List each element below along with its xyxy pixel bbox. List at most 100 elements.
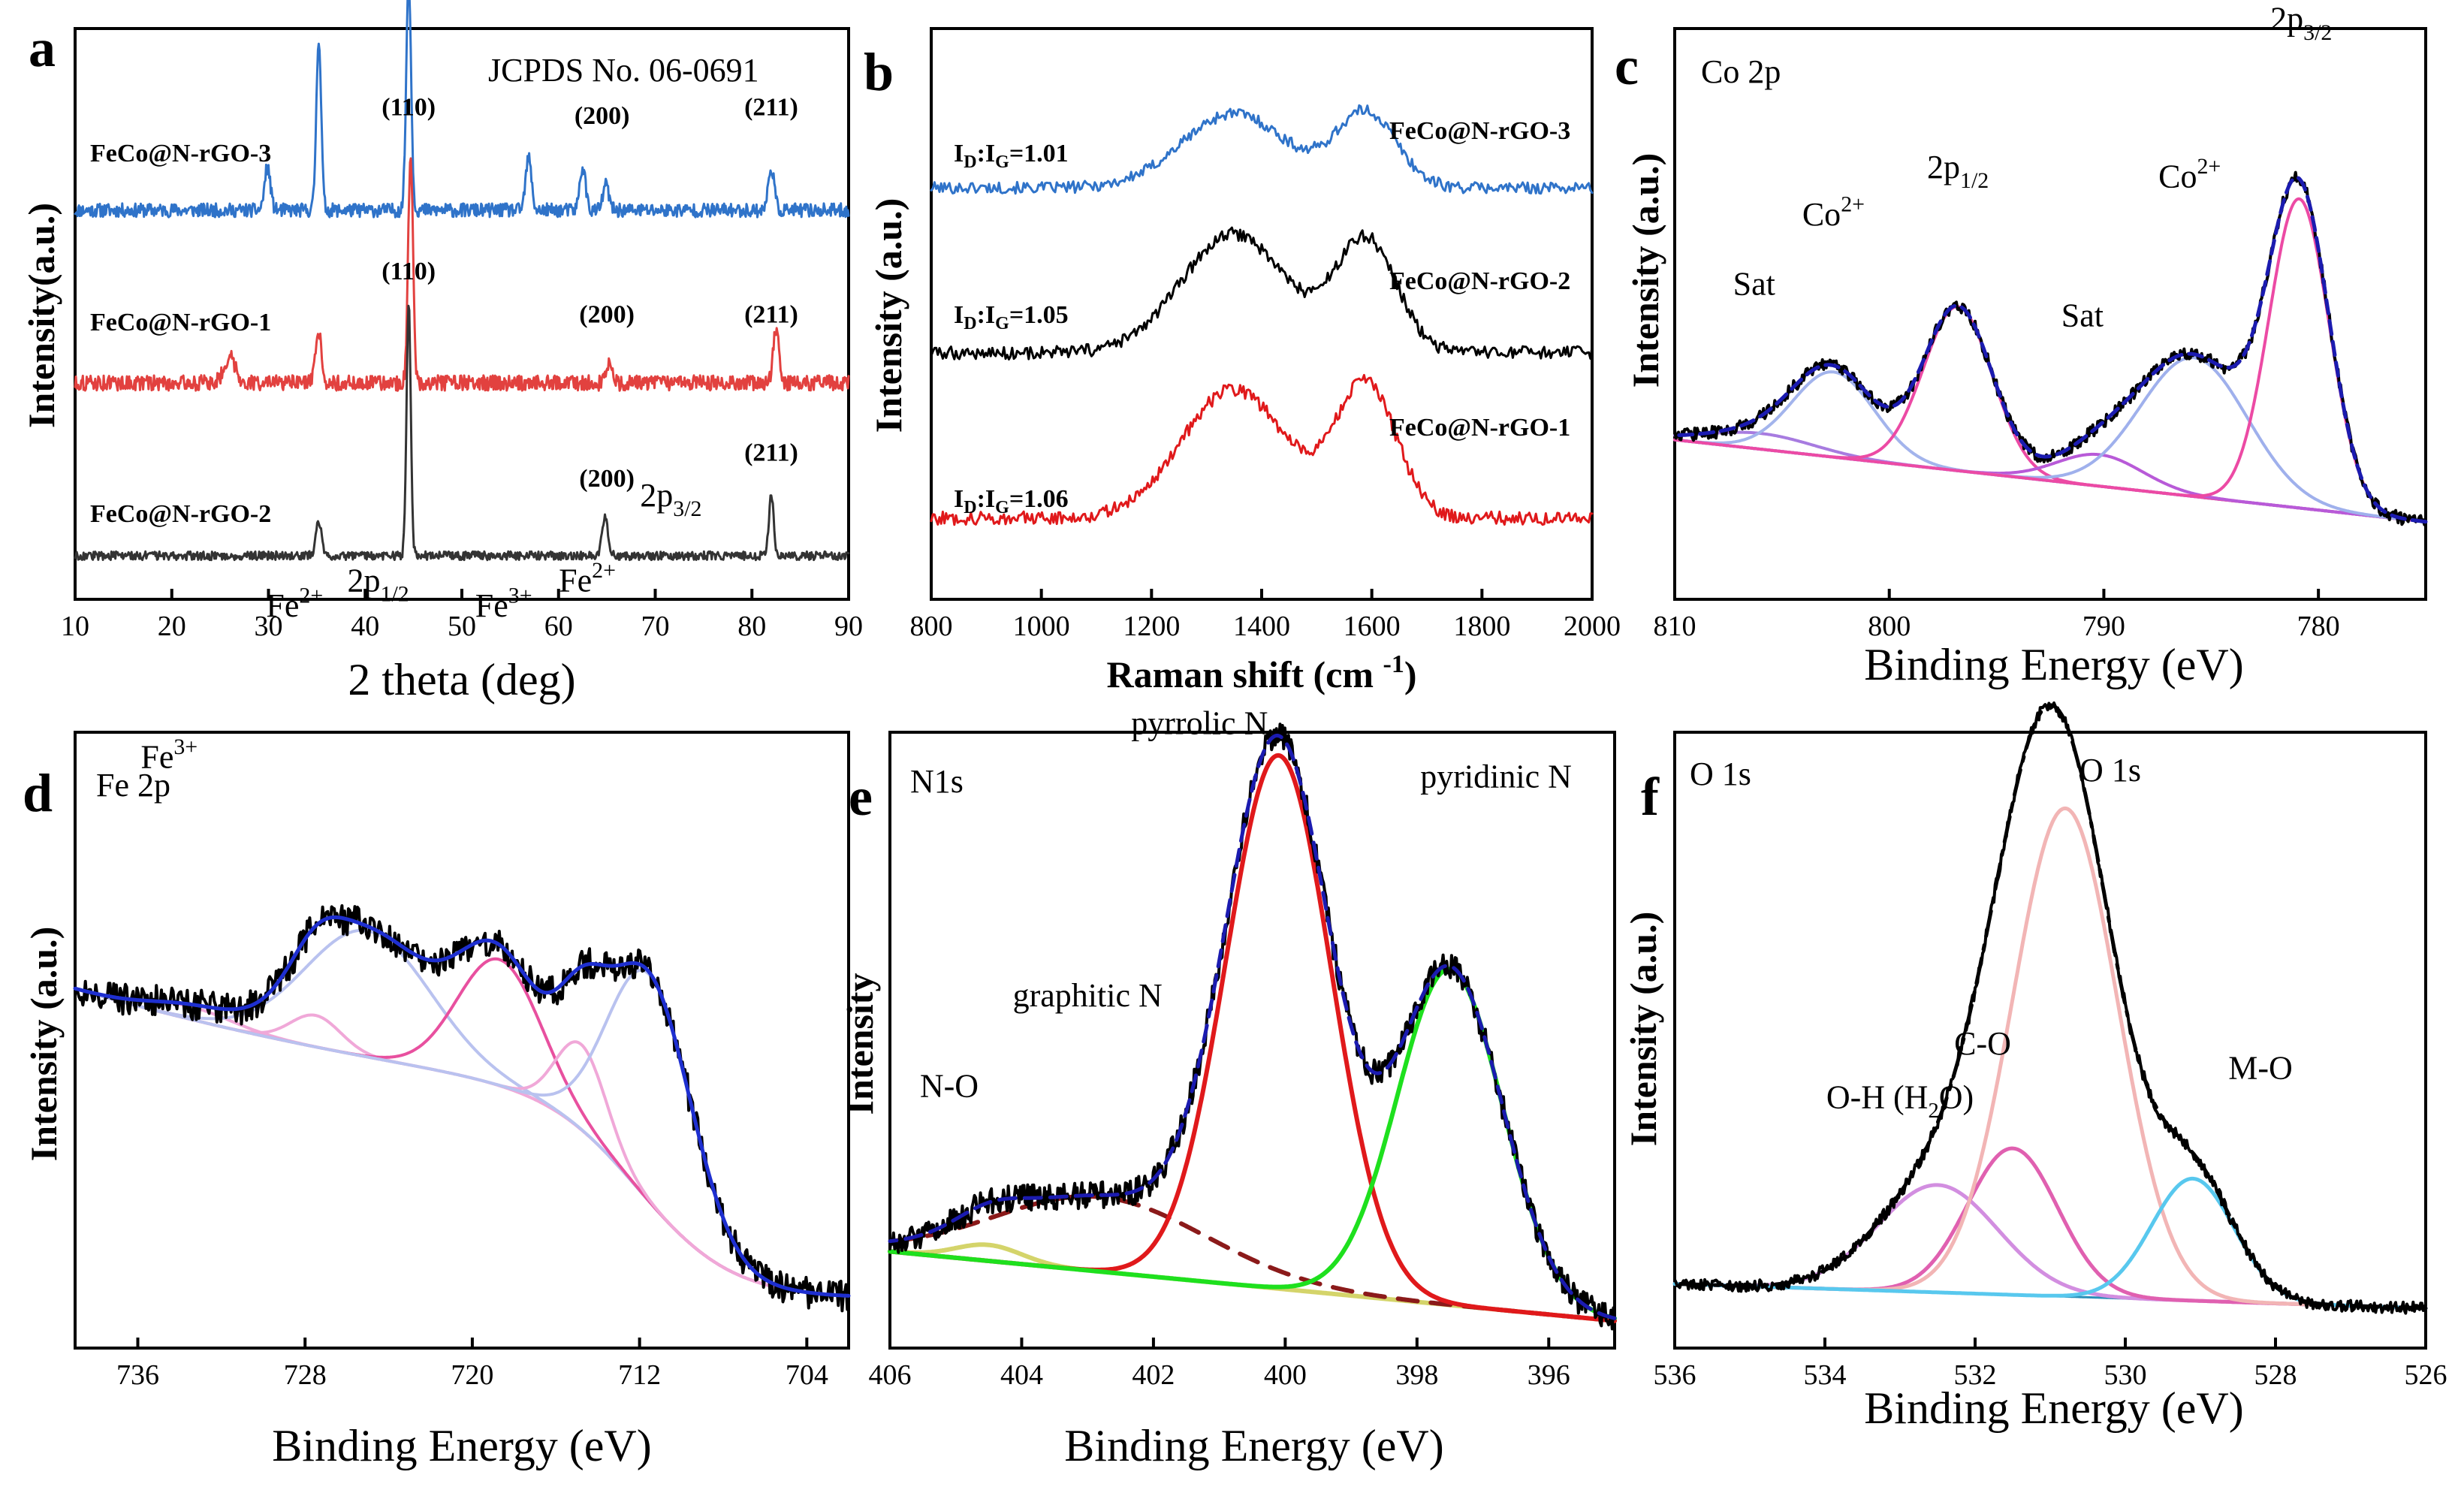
panel-a-series-1-peak-label-3: (211) <box>744 94 798 122</box>
panel-a-x-tick-label-60: 60 <box>544 611 573 642</box>
panel-a-peak-labels: FeCo@N-rGO-3 (110) (200) (211) FeCo@N-rGO-1 (… <box>90 94 798 529</box>
panel-d-peak-labels: Fe3+ Fe2+ 2p1/2 Fe3+ Fe2+ 2p3/2 <box>140 477 701 776</box>
panel-a-x-tick-label-70: 70 <box>641 611 670 642</box>
panel-d-x-tick-label-704: 704 <box>786 1359 828 1391</box>
panel-b-series-name-2: FeCo@N-rGO-2 <box>1389 267 1570 295</box>
panel-a-series-name-3: FeCo@N-rGO-2 <box>90 500 271 528</box>
panel-d-label-3: 2p1/2 <box>348 562 409 606</box>
panel-a-series-1 <box>74 0 850 219</box>
panel-e-x-tick-label-404: 404 <box>1000 1359 1043 1391</box>
panel-f-title: O 1s <box>1690 756 1751 792</box>
panel-c-label-3: 2p1/2 <box>1927 149 1989 193</box>
panel-c-fit-envelope <box>1672 175 2428 524</box>
panel-a-x-axis-title: 2 theta (deg) <box>348 655 575 704</box>
panel-f-x-tick-label-536: 536 <box>1654 1359 1696 1391</box>
panel-a-x-tick-label-40: 40 <box>351 611 379 642</box>
panel-e-letter: e <box>849 767 873 827</box>
panel-e-component-3 <box>888 753 1617 1323</box>
panel-a-x-tick-label-90: 90 <box>834 611 863 642</box>
panel-a-series-group <box>74 0 850 562</box>
panel-a-x-tick-label-10: 10 <box>61 611 89 642</box>
panel-d-plot-frame <box>74 731 850 1350</box>
panel-b-series-group <box>930 104 1594 526</box>
panel-f-component-4 <box>1672 1176 2428 1311</box>
panel-c-x-axis-title: Binding Energy (eV) <box>1864 640 2243 689</box>
panel-a-reference: JCPDS No. 06-0691 <box>488 52 759 89</box>
panel-d-fit-envelope <box>73 915 851 1298</box>
panel-b-series-name-3: FeCo@N-rGO-1 <box>1389 414 1570 442</box>
panel-c-title: Co 2p <box>1701 53 1781 90</box>
panel-e-x-tick-label-400: 400 <box>1264 1359 1307 1391</box>
panel-c-label-5: Co2+ <box>2158 154 2221 195</box>
panel-f-component-3 <box>1672 806 2428 1311</box>
panel-c-y-axis-title: Intensity (a.u.) <box>1624 153 1666 388</box>
panel-a-series-2-peak-label-1: (110) <box>382 94 436 122</box>
panel-a-series-2-peak-label-3: (211) <box>744 301 798 329</box>
panel-e-plot-frame <box>888 731 1616 1350</box>
panel-f-x-axis-title: Binding Energy (eV) <box>1864 1383 2243 1433</box>
panel-a: a JCPDS No. 06-0691 10 20 30 40 50 60 70 80 90 F… <box>20 0 863 704</box>
panel-c-x-tick-label-810: 810 <box>1654 611 1696 642</box>
panel-e-x-tick-label-398: 398 <box>1395 1359 1438 1391</box>
panel-c-component-6 <box>1673 197 2427 523</box>
panel-f-x-tick-label-526: 526 <box>2405 1359 2447 1391</box>
panel-c-x-axis: 810 800 790 780 <box>1654 589 2340 642</box>
panel-b-series-name-1: FeCo@N-rGO-3 <box>1389 117 1570 145</box>
panel-b-x-axis-title-text: Raman shift (cm <box>1106 653 1374 695</box>
panel-a-series-3 <box>74 304 850 562</box>
panel-d-experimental-curve <box>74 904 850 1313</box>
panel-f-label-1: O-H (H2O) <box>1826 1079 1974 1124</box>
panel-e-label-4: pyridinic N <box>1420 759 1572 795</box>
panel-b-series-3 <box>930 373 1594 526</box>
panel-a-x-tick-label-80: 80 <box>737 611 766 642</box>
panel-b-series-1 <box>930 104 1594 195</box>
panel-b-ratio-label-3: ID:IG=1.06 <box>954 485 1069 517</box>
panel-b-y-axis-title: Intensity (a.u.) <box>867 198 909 433</box>
panel-f-x-tick-label-534: 534 <box>1804 1359 1847 1391</box>
panel-b-x-tick-label-1000: 1000 <box>1013 611 1070 642</box>
panel-d-x-tick-label-712: 712 <box>618 1359 661 1391</box>
panel-a-x-tick-label-50: 50 <box>448 611 476 642</box>
panel-b-x-tick-label-2000: 2000 <box>1564 611 1621 642</box>
panel-b-x-tick-label-1800: 1800 <box>1453 611 1510 642</box>
panel-a-letter: a <box>29 18 56 78</box>
panel-c: c Co 2p 810 800 790 780 Sat Co2+ 2p1/2 Sat Co2+… <box>1615 1 2428 689</box>
panel-f-x-tick-label-528: 528 <box>2254 1359 2297 1391</box>
panel-a-series-3-peak-label-2: (200) <box>579 465 635 493</box>
panel-e-label-3: pyrrolic N <box>1131 705 1268 742</box>
panel-c-component-3 <box>1673 305 2427 523</box>
panel-f-x-tick-label-530: 530 <box>2104 1359 2147 1391</box>
panel-e-label-1: N-O <box>920 1068 979 1105</box>
panel-c-label-2: Co2+ <box>1802 192 1865 233</box>
panel-b-x-tick-label-1600: 1600 <box>1344 611 1401 642</box>
panel-c-x-tick-label-800: 800 <box>1868 611 1911 642</box>
panel-f-letter: f <box>1641 767 1660 827</box>
panel-a-x-axis: 10 20 30 40 50 60 70 80 90 <box>61 589 863 642</box>
panel-f-plot-frame <box>1673 731 2427 1350</box>
panel-f-component-1 <box>1672 1183 2428 1311</box>
panel-c-plot-frame <box>1673 27 2427 601</box>
panel-d-y-axis-title: Intensity (a.u.) <box>23 927 65 1162</box>
panel-d-x-tick-label-720: 720 <box>451 1359 493 1391</box>
panel-b-ratio-label-1: ID:IG=1.01 <box>954 140 1069 172</box>
panel-a-x-tick-label-30: 30 <box>255 611 283 642</box>
panel-f-label-2: C-O <box>1954 1025 2011 1062</box>
panel-a-series-3-peak-label-3: (211) <box>744 439 798 467</box>
panel-f-fit-envelope <box>1672 703 2428 1311</box>
panel-e-x-axis-title: Binding Energy (eV) <box>1064 1421 1443 1470</box>
panel-c-x-tick-label-790: 790 <box>2082 611 2125 642</box>
panel-b-x-axis: 800 1000 1200 1400 1600 1800 2000 <box>910 589 1621 642</box>
panel-c-label-6: 2p3/2 <box>2270 1 2332 45</box>
panel-a-series-name-2: FeCo@N-rGO-1 <box>90 309 271 336</box>
panel-f-y-axis-title: Intensity (a.u.) <box>1622 912 1664 1147</box>
panel-a-series-2-peak-label-2: (200) <box>579 301 635 329</box>
panel-b-x-axis-title: Raman shift (cm -1) <box>1106 650 1416 695</box>
panel-e-y-axis-title: Intensity <box>839 973 881 1115</box>
panel-f-curves <box>1672 701 2428 1315</box>
panel-d-label-5: Fe2+ <box>559 558 616 599</box>
panel-e-title: N1s <box>910 763 964 800</box>
panel-b-ratio-label-2: ID:IG=1.05 <box>954 301 1069 333</box>
panel-e-x-tick-label-406: 406 <box>869 1359 912 1391</box>
panel-e-curves <box>888 722 1617 1331</box>
